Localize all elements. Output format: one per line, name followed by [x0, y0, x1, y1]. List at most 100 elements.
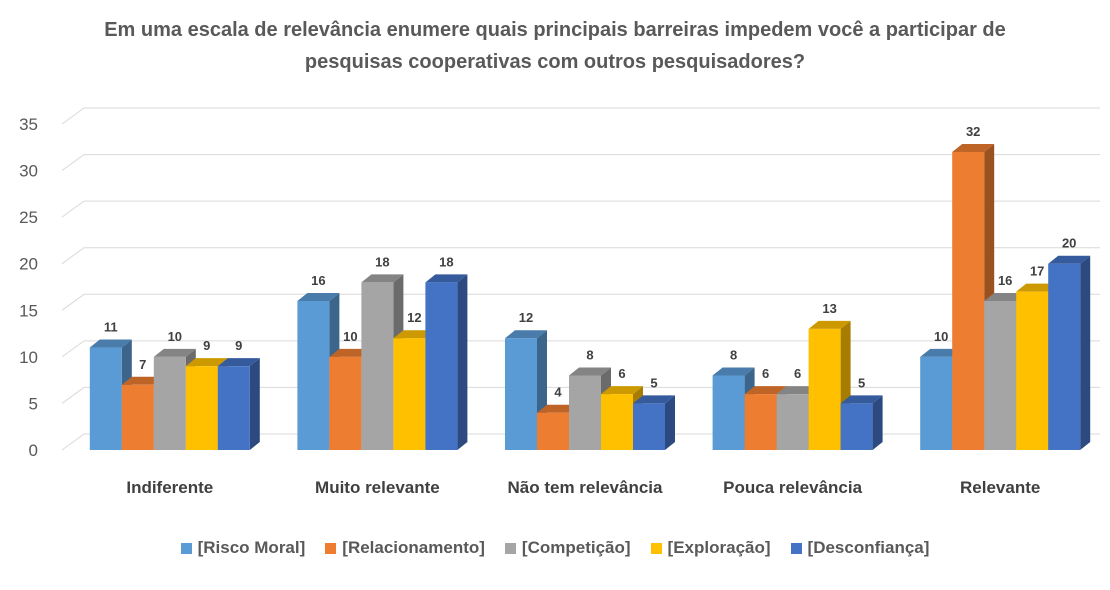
data-label: 16 — [311, 273, 325, 288]
bar — [153, 356, 186, 450]
grid-line — [61, 340, 1100, 358]
legend-item: [Desconfiança] — [790, 538, 930, 558]
bar — [217, 366, 250, 450]
bar — [808, 328, 841, 450]
data-label: 6 — [762, 366, 769, 381]
y-tick-label: 35 — [19, 115, 38, 134]
data-label: 12 — [519, 310, 533, 325]
bar — [569, 375, 601, 450]
x-tick-label: Pouca relevância — [723, 478, 863, 497]
bar — [712, 375, 745, 450]
x-tick-label: Relevante — [960, 478, 1041, 497]
bar-top — [153, 348, 196, 357]
legend-item: [Competição] — [504, 538, 631, 558]
data-label: 8 — [586, 347, 593, 362]
legend-label: [Relacionamento] — [342, 538, 485, 557]
legend-item: [Relacionamento] — [325, 538, 485, 558]
bar-top — [217, 358, 260, 367]
bar-top — [329, 348, 372, 357]
chart-title: Em uma escala de relevância enumere quai… — [104, 19, 1006, 73]
data-label: 9 — [235, 338, 242, 353]
bar — [601, 394, 633, 450]
bar-top — [89, 339, 132, 348]
legend-label: [Exploração] — [667, 538, 771, 557]
data-label: 4 — [554, 385, 562, 400]
bar-top — [952, 143, 995, 152]
data-label: 20 — [1062, 236, 1076, 251]
bar — [297, 300, 330, 450]
bar — [840, 403, 873, 450]
bar — [361, 282, 394, 450]
bar-side — [457, 274, 468, 450]
data-label: 11 — [104, 320, 118, 335]
legend-swatch — [650, 542, 662, 554]
grid-line — [61, 200, 1100, 218]
bar-side — [872, 395, 883, 450]
bar-side — [665, 395, 675, 450]
legend-swatch — [180, 542, 192, 554]
grid-line — [61, 247, 1100, 265]
legend-label: [Risco Moral] — [197, 538, 306, 557]
data-label: 10 — [934, 329, 948, 344]
data-label: 8 — [730, 347, 737, 362]
bar-top — [920, 348, 963, 357]
bar-side — [249, 358, 260, 450]
bar — [329, 356, 362, 450]
bar-top — [744, 386, 787, 395]
bar-top — [601, 386, 643, 395]
bar — [984, 300, 1017, 450]
y-tick-label: 30 — [19, 162, 38, 181]
legend: [Risco Moral] [Relacionamento] [Competição… — [0, 538, 1110, 558]
bar-top — [393, 330, 436, 339]
bar-top — [1048, 255, 1091, 264]
grid-line — [61, 154, 1100, 171]
y-tick-label: 5 — [29, 394, 38, 413]
data-label: 12 — [407, 310, 421, 325]
data-label: 5 — [858, 375, 865, 390]
bar — [121, 384, 154, 450]
data-label: 10 — [343, 329, 357, 344]
legend-swatch — [325, 542, 337, 554]
bar — [952, 151, 985, 450]
bar — [393, 338, 426, 450]
legend-label: [Desconfiança] — [807, 538, 930, 557]
bar-top — [297, 292, 340, 301]
y-tick-label: 10 — [19, 348, 38, 367]
bar — [89, 347, 122, 450]
grid-line — [61, 293, 1100, 311]
bar-top — [361, 274, 404, 283]
bar-top — [121, 376, 164, 385]
data-label: 18 — [375, 254, 389, 269]
bar — [744, 394, 777, 450]
data-label: 5 — [650, 375, 657, 390]
bar — [425, 282, 458, 450]
bar — [776, 394, 809, 450]
data-label: 9 — [203, 338, 210, 353]
data-label: 6 — [618, 366, 625, 381]
bar-top — [840, 395, 883, 404]
x-tick-label: Indiferente — [126, 478, 214, 497]
data-label: 16 — [998, 273, 1012, 288]
data-label: 17 — [1030, 264, 1044, 279]
bar — [505, 338, 537, 450]
bar-top — [569, 367, 611, 376]
bar — [633, 403, 665, 450]
y-tick-label: 25 — [19, 208, 38, 227]
legend-swatch — [790, 542, 802, 554]
data-label: 13 — [822, 301, 836, 316]
x-tick-label: Não tem relevância — [507, 478, 663, 497]
bar-side — [1080, 255, 1091, 450]
data-label: 18 — [439, 254, 453, 269]
bar — [1048, 263, 1081, 450]
legend-item: [Risco Moral] — [180, 538, 306, 558]
bar-top — [1016, 283, 1059, 292]
legend-swatch — [504, 542, 516, 554]
bar — [920, 356, 953, 450]
y-tick-label: 0 — [29, 441, 38, 460]
bar-top — [537, 404, 579, 413]
data-label: 32 — [966, 124, 980, 139]
legend-item: [Exploração] — [650, 538, 771, 558]
bar-top — [425, 274, 468, 283]
bar — [185, 366, 218, 450]
